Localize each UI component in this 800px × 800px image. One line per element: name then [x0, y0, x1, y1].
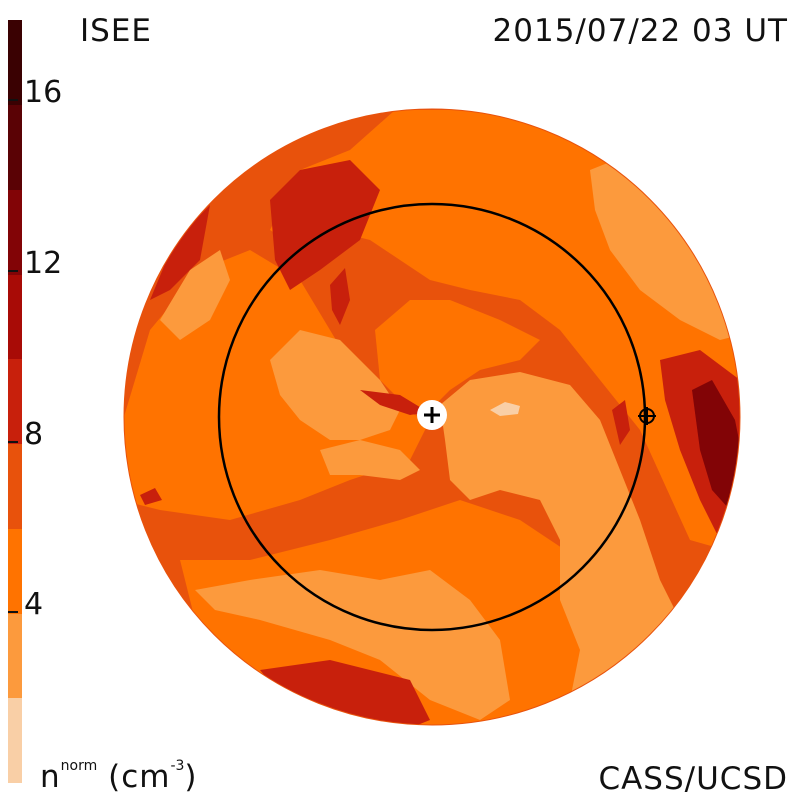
contour-red-west: [140, 488, 162, 505]
colorbar-tick-12: [8, 270, 18, 272]
map-title: ISEE: [80, 13, 152, 49]
colorbar-segment-2: [8, 528, 22, 614]
colorbar-tick-8: [8, 441, 18, 443]
colorbar-tick-16: [8, 99, 18, 101]
density-contours: [124, 109, 740, 725]
credit-label: CASS/UCSD: [598, 761, 788, 797]
colorbar-label-4: 4: [24, 587, 44, 622]
colorbar-segment-5: [8, 274, 22, 360]
contour-light-center: [440, 372, 690, 725]
colorbar-segment-1: [8, 613, 22, 699]
colorbar-segment-0: [8, 698, 22, 784]
contour-red-northwest: [150, 205, 210, 300]
colorbar-segment-6: [8, 189, 22, 275]
timestamp-label: 2015/07/22 03 UT: [492, 13, 788, 49]
disk-edge: [123, 108, 741, 726]
contour-orange-center: [375, 300, 540, 410]
contour-red-near-earth: [612, 400, 630, 445]
colorbar-label-16: 16: [24, 75, 63, 110]
contour-red-north: [270, 160, 380, 290]
earth-marker: [638, 407, 656, 425]
contour-red-center: [360, 390, 428, 415]
colorbar-tick-4: [8, 611, 18, 613]
colorbar-segment-4: [8, 359, 22, 445]
colorbar-label-12: 12: [24, 246, 63, 281]
contour-red-small: [330, 268, 350, 325]
colorbar-segment-7: [8, 104, 22, 190]
contour-pale-center: [490, 402, 520, 416]
sun-marker: [417, 400, 447, 430]
colorbar-segment-8: [8, 20, 22, 105]
contour-light-sw: [320, 440, 420, 480]
colorbar-label-8: 8: [24, 417, 44, 452]
contour-light-bottom: [195, 570, 510, 720]
contour-light-left: [270, 330, 400, 440]
colorbar: [8, 20, 22, 784]
colorbar-segment-3: [8, 443, 22, 529]
contour-light-west: [160, 250, 230, 340]
unit-label: nnorm (cm-3): [40, 757, 198, 795]
contour-darkred-east: [692, 380, 740, 510]
